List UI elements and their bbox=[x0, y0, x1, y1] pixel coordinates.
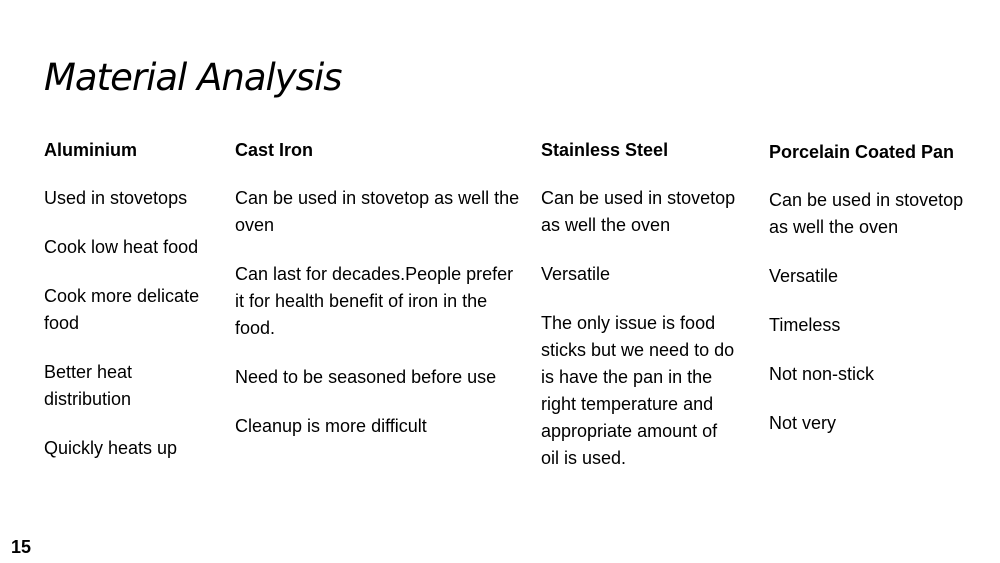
list-item: Can last for decades.People prefer it fo… bbox=[235, 264, 514, 338]
column-cast-iron: Cast Iron Can be used in stovetop as wel… bbox=[235, 137, 520, 462]
list-item: The only issue is food sticks but we nee… bbox=[541, 313, 735, 468]
list-item: Cook low heat food bbox=[44, 237, 199, 257]
list-item: Not non-stick bbox=[769, 364, 875, 384]
column-heading: Cast Iron bbox=[235, 140, 314, 160]
list-item: Versatile bbox=[769, 266, 839, 286]
list-item: Used in stovetops bbox=[44, 188, 188, 208]
column-aluminium: Aluminium Used in stovetops Cook low hea… bbox=[44, 137, 224, 484]
column-heading: Stainless Steel bbox=[541, 140, 669, 160]
list-item: Timeless bbox=[769, 315, 841, 335]
list-item: Can be used in stovetop as well the oven bbox=[769, 190, 964, 237]
list-item: Not very bbox=[769, 413, 837, 433]
list-item: Versatile bbox=[541, 264, 611, 284]
column-heading: Aluminium bbox=[44, 140, 137, 160]
list-item: Better heat distribution bbox=[44, 362, 133, 409]
column-stainless-steel: Stainless Steel Can be used in stovetop … bbox=[541, 137, 736, 494]
slide-title: Material Analysis bbox=[44, 56, 343, 99]
column-porcelain-coated-pan: Porcelain Coated Pan Can be used in stov… bbox=[769, 139, 964, 459]
list-item: Need to be seasoned before use bbox=[235, 367, 497, 387]
list-item: Cook more delicate food bbox=[44, 286, 200, 333]
column-heading: Porcelain Coated Pan bbox=[769, 142, 955, 162]
list-item: Quickly heats up bbox=[44, 438, 178, 458]
page-number: 15 bbox=[11, 537, 32, 557]
list-item: Can be used in stovetop as well the oven bbox=[541, 188, 736, 235]
list-item: Cleanup is more difficult bbox=[235, 416, 427, 436]
list-item: Can be used in stovetop as well the oven bbox=[235, 188, 520, 235]
